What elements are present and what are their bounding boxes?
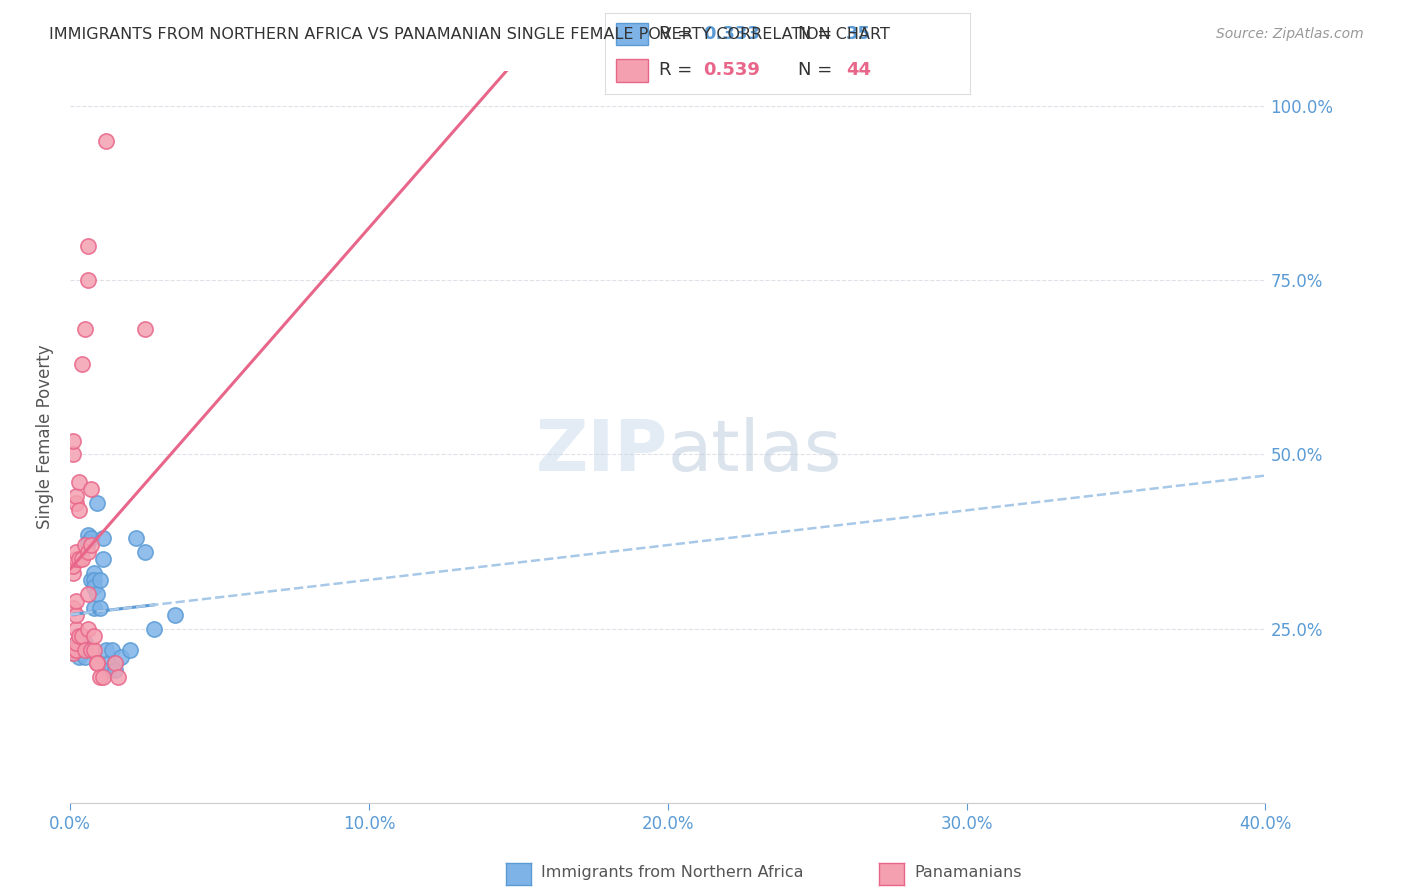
Text: 35: 35 (846, 25, 870, 43)
Point (104, 657, 127, 671)
Point (134, 322, 156, 336)
Point (134, 545, 156, 559)
Text: Panamanians: Panamanians (914, 865, 1021, 880)
Point (67, 552, 90, 566)
Point (104, 657, 127, 671)
Text: atlas: atlas (668, 417, 842, 486)
Point (70, 646, 93, 660)
Point (62, 646, 84, 660)
Point (75, 322, 97, 336)
Point (80, 531, 103, 545)
Text: 44: 44 (846, 62, 870, 79)
Point (65, 607, 87, 622)
Text: R =: R = (659, 62, 699, 79)
Point (98, 657, 121, 671)
Point (125, 531, 148, 545)
Point (101, 642, 124, 657)
Point (86, 657, 108, 671)
Point (75, 538, 97, 552)
Point (80, 483, 103, 497)
Point (86, 496, 108, 510)
Point (70, 629, 93, 643)
Point (83, 600, 105, 615)
Text: ZIP: ZIP (536, 417, 668, 486)
Point (65, 496, 87, 510)
Point (65, 639, 87, 653)
Point (83, 642, 105, 657)
Point (67, 475, 90, 490)
Point (65, 642, 87, 657)
Point (62, 566, 84, 580)
Point (70, 552, 93, 566)
Point (104, 664, 127, 678)
Point (67, 642, 90, 657)
Y-axis label: Single Female Poverty: Single Female Poverty (37, 345, 55, 529)
Point (65, 594, 87, 608)
Point (62, 434, 84, 448)
Point (86, 587, 108, 601)
Point (96, 134, 118, 148)
Point (75, 642, 97, 657)
Point (80, 573, 103, 587)
Point (62, 600, 84, 615)
Point (83, 580, 105, 594)
Point (62, 646, 84, 660)
Point (70, 357, 93, 371)
Point (80, 642, 103, 657)
Point (77, 238, 100, 252)
Point (163, 607, 186, 622)
Point (80, 538, 103, 552)
Point (77, 587, 100, 601)
Point (75, 649, 97, 664)
Point (83, 629, 105, 643)
Point (120, 642, 141, 657)
Point (89, 573, 111, 587)
Point (89, 670, 111, 684)
Point (62, 448, 84, 462)
Point (96, 642, 118, 657)
FancyBboxPatch shape (616, 23, 648, 45)
Text: R =: R = (659, 25, 699, 43)
Point (65, 552, 87, 566)
Point (67, 629, 90, 643)
Point (91, 552, 114, 566)
Point (83, 573, 105, 587)
Point (70, 635, 93, 649)
Text: Immigrants from Northern Africa: Immigrants from Northern Africa (541, 865, 804, 880)
Point (91, 531, 114, 545)
Point (89, 600, 111, 615)
Point (67, 503, 90, 517)
Point (75, 635, 97, 649)
Text: 0.539: 0.539 (703, 62, 761, 79)
Point (62, 642, 84, 657)
Point (77, 527, 100, 541)
Point (77, 273, 100, 287)
Text: N =: N = (799, 25, 838, 43)
Point (98, 664, 121, 678)
Point (91, 670, 114, 684)
Point (83, 566, 105, 580)
Text: N =: N = (799, 62, 838, 79)
Point (65, 622, 87, 636)
Point (67, 649, 90, 664)
Point (65, 489, 87, 503)
Point (77, 534, 100, 549)
Text: Source: ZipAtlas.com: Source: ZipAtlas.com (1216, 27, 1364, 41)
Point (77, 545, 100, 559)
Point (75, 642, 97, 657)
Point (86, 657, 108, 671)
Point (62, 558, 84, 573)
Text: 0.333: 0.333 (703, 25, 761, 43)
Text: IMMIGRANTS FROM NORTHERN AFRICA VS PANAMANIAN SINGLE FEMALE POVERTY CORRELATION : IMMIGRANTS FROM NORTHERN AFRICA VS PANAM… (49, 27, 890, 42)
Point (107, 670, 129, 684)
FancyBboxPatch shape (616, 59, 648, 81)
Point (65, 635, 87, 649)
Point (143, 622, 166, 636)
Point (65, 545, 87, 559)
Point (77, 622, 100, 636)
Point (110, 649, 132, 664)
